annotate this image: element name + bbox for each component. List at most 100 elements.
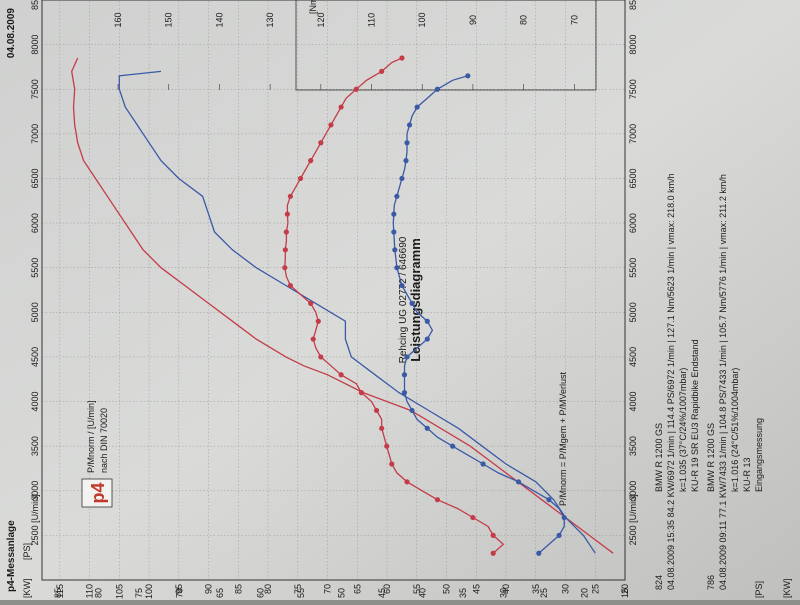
kw-tick-label: 40 [418,588,428,598]
series-4-point [391,229,397,235]
x-tick-label-top: 7500 [30,79,40,99]
series-3-point [338,372,344,378]
series-4-point [536,550,542,556]
kw-tick-label: 15 [620,588,630,598]
p4-logo: p4 [88,482,108,503]
ps-tick-label: 115 [55,584,65,598]
ps-tick-label: 85 [233,584,243,594]
series-3-point [287,193,294,199]
series-3-point [308,300,314,306]
formula-label: P/Mnorm = P/Mgem + P/MVerlust [558,371,568,506]
series-3-point [287,282,294,289]
run-2-id: 786 [706,575,716,590]
series-4-point [424,336,430,342]
plot-frame [41,0,626,581]
series-4-point [515,479,522,485]
series-3-point [384,443,390,449]
run-1-setup: KU-R 19 SR EU3 Rapidbike Endstand [690,339,700,492]
x-tick-label-top: 5000 [30,302,40,322]
ps-tick-label: 105 [114,584,124,599]
legend-box: p4 P/Mnorm / [U/min] nach DIN 70020 [81,400,113,508]
series-4-point [561,514,567,521]
x-tick-label-bottom: 5500 [628,258,638,278]
run-1-id: 824 [654,575,664,590]
series-3-point [308,158,314,164]
kw-tick-label: 50 [337,588,347,598]
x-tick-label-top: 2500 [30,525,40,545]
legend-line-2: nach DIN 70020 [99,408,109,473]
run-2-summary: 04.08.2009 09:11 77.1 KW/7433 1/min | 10… [718,174,728,590]
series-3-point [284,211,290,217]
legend-line-1: P/Mnorm / [U/min] [86,400,96,473]
nm-tick-label: 160 [113,12,123,27]
x-tick-label-bottom: 8000 [628,35,638,55]
header-date: 04.08.2009 [6,8,17,58]
ps-axis-label: [PS] [22,543,32,560]
nm-tick-label: 70 [569,15,579,25]
x-tick-label-top: 6000 [30,213,40,233]
ps-tick-label: 50 [442,584,452,594]
series-4-point [465,73,471,79]
nm-tick-label: 100 [417,12,427,27]
series-4-point [401,390,408,396]
nm-tick-label: 120 [316,12,326,27]
series-3-point [389,461,395,467]
ps-tick-label: 35 [531,584,541,594]
x-tick-label-top: 3500 [30,436,40,456]
ps-tick-label: 90 [204,584,214,594]
series-4-point [434,86,441,92]
kw-tick-label: 55 [296,588,306,598]
nm-tick-label: 110 [367,13,377,27]
nm-tick-label: 130 [265,12,275,27]
series-3-point [434,497,441,503]
kw-tick-label: 75 [134,588,144,598]
series-3-point [310,336,316,342]
series-4-point [409,407,415,414]
run-1-vehicle: BMW R 1200 GS [654,423,664,492]
series-4-point [450,443,456,449]
ps-tick-label: 100 [144,584,154,599]
nm-tick-label: 150 [164,12,174,27]
ps-tick-label: 80 [263,584,273,594]
series-4-point [406,122,413,128]
x-tick-label-bottom: 4500 [628,347,638,367]
x-tick-label-bottom: 3500 [628,436,638,456]
series-3-point [283,229,289,235]
run-1-correction: k=1.035 (37°C/24%/1007mbar) [678,368,688,492]
nm-tick-label: 80 [519,15,529,25]
x-tick-label-top: 7000 [30,124,40,144]
ps-tick-label: 55 [412,584,422,594]
axes [41,0,626,581]
series-3-point [297,175,304,182]
kw-tick-label: 85 [53,588,63,598]
header-address: Rehcing UG 02772 / 646690 [398,236,409,363]
series-4-point [480,461,486,467]
series-4-point [399,175,405,182]
ps-tick-label: 95 [174,584,184,594]
ps-tick-label: 65 [352,584,362,594]
x-tick-label-bottom: 3000 [628,481,638,501]
kw-tick-label: 25 [539,588,549,598]
ps-tick-label: 75 [293,584,303,594]
series-3-point [353,86,359,92]
run-2-vehicle: BMW R 1200 GS [706,423,716,492]
x-tick-label-bottom: 6000 [628,213,638,233]
run-2-correction: k=1.016 (24°C/51%/1004mbar) [730,368,740,492]
kw-tick-label: 20 [580,588,590,598]
kw-tick-label: 80 [94,588,104,598]
series-4-point [394,265,400,271]
series-4-point [394,193,400,199]
series-4-point [546,497,552,503]
series-3-point [379,68,385,74]
x-tick-label-top: 4000 [30,392,40,412]
ps-tick-label: 20 [620,584,630,594]
series-4-point [399,282,405,289]
x-tick-label-bottom: 7500 [628,79,638,99]
tick-labels: 2500 2500 3000 3000 3500 3500 4000 4000 4500 4500… [22,0,792,599]
chart-title: Leistungsdiagramm [408,238,423,362]
x-axis-label-top: [U/min] [30,494,40,523]
series-3-point [318,140,324,146]
series-3-point [282,265,288,271]
kw-tick-label: 30 [499,588,509,598]
